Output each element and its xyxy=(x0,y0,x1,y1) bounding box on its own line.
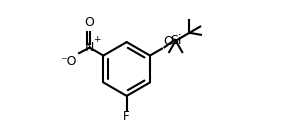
Text: Si: Si xyxy=(170,34,182,47)
Text: F: F xyxy=(123,110,130,123)
Text: O: O xyxy=(163,35,173,48)
Text: N: N xyxy=(85,41,94,54)
Text: ⁻O: ⁻O xyxy=(60,55,77,68)
Text: +: + xyxy=(93,35,100,44)
Text: O: O xyxy=(85,16,95,29)
